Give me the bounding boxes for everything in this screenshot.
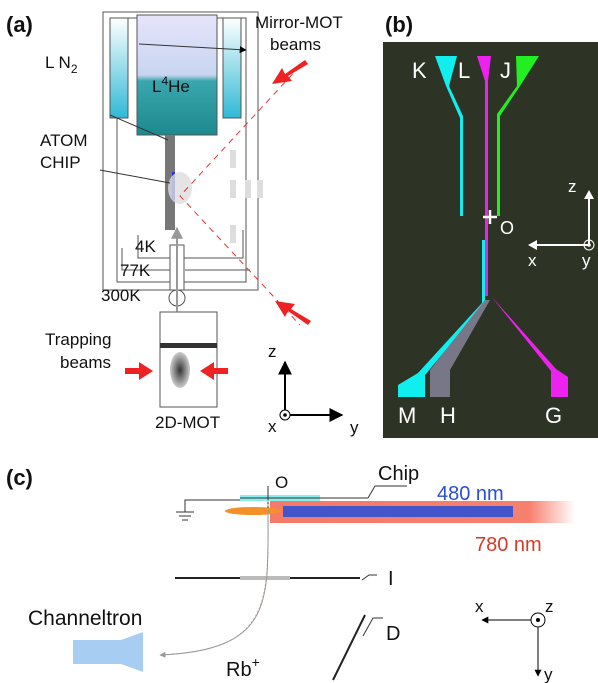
mirror-mot-label: beams: [270, 35, 321, 54]
axis-dot: [587, 243, 591, 247]
origin-label: O: [275, 473, 288, 492]
mot-2d-plate: [160, 343, 217, 348]
pad-label: K: [412, 58, 427, 83]
axis-label: x: [528, 251, 537, 270]
ground: [176, 512, 194, 520]
ion-label: Rb+: [226, 654, 260, 681]
trap-arrow: [125, 362, 153, 380]
channeltron: [73, 632, 143, 672]
axis-label: y: [544, 665, 553, 683]
mot-2d-cloud: [170, 352, 190, 388]
chip-label: Chip: [378, 463, 419, 485]
detector-label: Channeltron: [28, 607, 142, 630]
he-pre: L: [152, 77, 161, 96]
ln2-tank: [110, 18, 128, 118]
axis-label: z: [568, 177, 577, 196]
mot-cloud: [168, 172, 192, 204]
pad-label: M: [398, 403, 416, 428]
panel-label: (b): [385, 12, 413, 37]
he-post: He: [168, 77, 190, 96]
atom-chip-label: CHIP: [40, 153, 81, 172]
he-tank: [137, 15, 217, 135]
panel-c: (c) O Chip 480 nm 780 nm I D Channeltron…: [6, 463, 575, 683]
ion-pre: Rb: [226, 659, 252, 681]
atom-chip-label: ATOM: [40, 131, 88, 150]
temp-label: 77K: [120, 261, 151, 280]
mot-2d-cell: [160, 312, 217, 407]
axis-label: z: [545, 597, 554, 616]
deflector-label: D: [386, 623, 400, 645]
beam-spot: [225, 507, 281, 515]
axis-label: z: [268, 342, 277, 361]
trapping-label: beams: [60, 353, 111, 372]
trapping-label: Trapping: [45, 330, 111, 349]
pad-label: L: [458, 58, 470, 83]
ln2-sub: 2: [71, 62, 78, 76]
grid-label: I: [388, 568, 394, 590]
pad-label: H: [440, 403, 456, 428]
beam-arrow: [272, 60, 308, 84]
deflector: [333, 615, 365, 680]
origin-label: O: [500, 218, 514, 238]
beam-480-label: 480 nm: [437, 483, 504, 505]
temp-label: 4K: [135, 237, 156, 256]
mirror-mot-label: Mirror-MOT: [255, 13, 343, 32]
ln2-text: L N: [45, 53, 71, 72]
ln2-label: L N2: [45, 53, 78, 76]
pad-label: J: [500, 58, 511, 83]
ion-sup: +: [252, 654, 260, 670]
pad-label: G: [545, 403, 562, 428]
axis-label: x: [475, 597, 484, 616]
ion-path: [160, 510, 268, 655]
figure: (a) L N2 Mirror-MOT beams L4He ATOM CHIP…: [0, 0, 598, 683]
panel-label: (c): [6, 465, 33, 490]
ln2-tank: [223, 18, 241, 118]
beam-480: [283, 506, 513, 517]
leader: [363, 618, 383, 636]
axis-label: y: [582, 251, 591, 270]
panel-label: (a): [6, 12, 33, 37]
beam-780-label: 780 nm: [475, 534, 542, 556]
he-label: L4He: [152, 74, 190, 96]
leader: [368, 486, 407, 498]
axis-dot: [536, 618, 540, 622]
beam-arrow: [275, 301, 311, 325]
panel-a: (a) L N2 Mirror-MOT beams L4He ATOM CHIP…: [6, 12, 359, 437]
leader: [362, 575, 377, 580]
axis-dot: [283, 413, 287, 417]
leader: [100, 170, 170, 183]
grid-hole: [240, 576, 290, 580]
axis-label: y: [350, 418, 359, 437]
mot-2d-label: 2D-MOT: [155, 413, 220, 432]
panel-b: (b) K L J M H G O z x y: [383, 12, 598, 438]
axis-label: x: [268, 417, 277, 436]
temp-label: 300K: [101, 286, 141, 305]
